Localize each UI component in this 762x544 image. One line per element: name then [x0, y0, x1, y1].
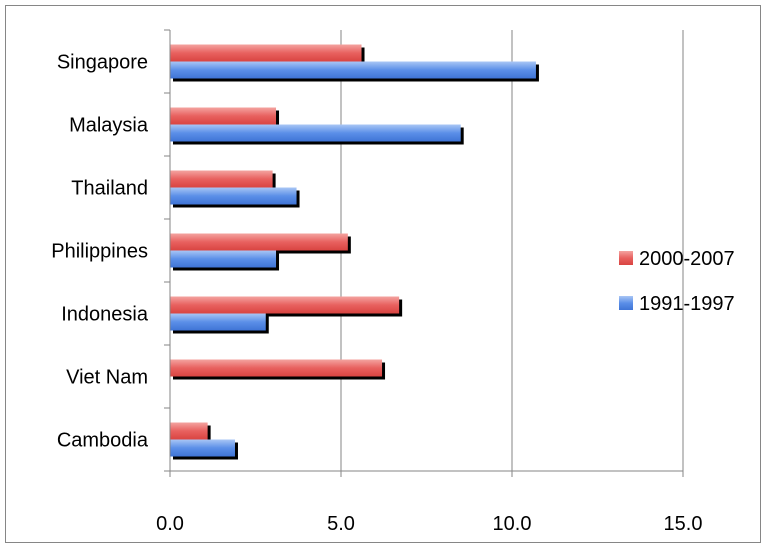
y-category-label: Cambodia [57, 430, 149, 452]
bar-1991-1997 [170, 124, 461, 142]
bar-2000-2007 [170, 170, 273, 188]
y-category-label: Singapore [57, 52, 148, 74]
bar-1991-1997 [170, 61, 536, 79]
bar-2000-2007 [170, 359, 383, 377]
legend-label: 2000-2007 [639, 248, 735, 270]
bar-2000-2007 [170, 422, 208, 440]
x-tick-label: 5.0 [327, 513, 355, 535]
bar-2000-2007 [170, 233, 348, 251]
bar-2000-2007 [170, 296, 400, 314]
bars [170, 44, 539, 460]
x-tick-label: 10.0 [493, 513, 532, 535]
legend-swatch [619, 251, 633, 265]
bar-1991-1997 [170, 187, 297, 205]
y-category-label: Malaysia [69, 115, 149, 137]
bar-1991-1997 [170, 439, 235, 457]
bar-1991-1997 [170, 250, 277, 268]
bar-1991-1997 [170, 313, 266, 331]
bar-2000-2007 [170, 44, 362, 62]
legend-swatch [619, 296, 633, 310]
bar-2000-2007 [170, 107, 277, 125]
y-category-label: Thailand [71, 178, 148, 200]
legend-label: 1991-1997 [639, 293, 735, 315]
chart-frame [5, 5, 761, 543]
x-tick-label: 15.0 [664, 513, 703, 535]
y-category-label: Indonesia [61, 304, 149, 326]
legend: 2000-2007 1991-1997 [619, 248, 735, 315]
y-category-label: Philippines [51, 241, 148, 263]
tick-labels: 0.0 5.0 10.0 15.0 Singapore Malaysia Thailand P… [51, 52, 702, 536]
gridlines [340, 30, 684, 471]
y-category-label: Viet Nam [66, 367, 148, 389]
x-tick-label: 0.0 [156, 513, 184, 535]
axes [164, 29, 684, 477]
